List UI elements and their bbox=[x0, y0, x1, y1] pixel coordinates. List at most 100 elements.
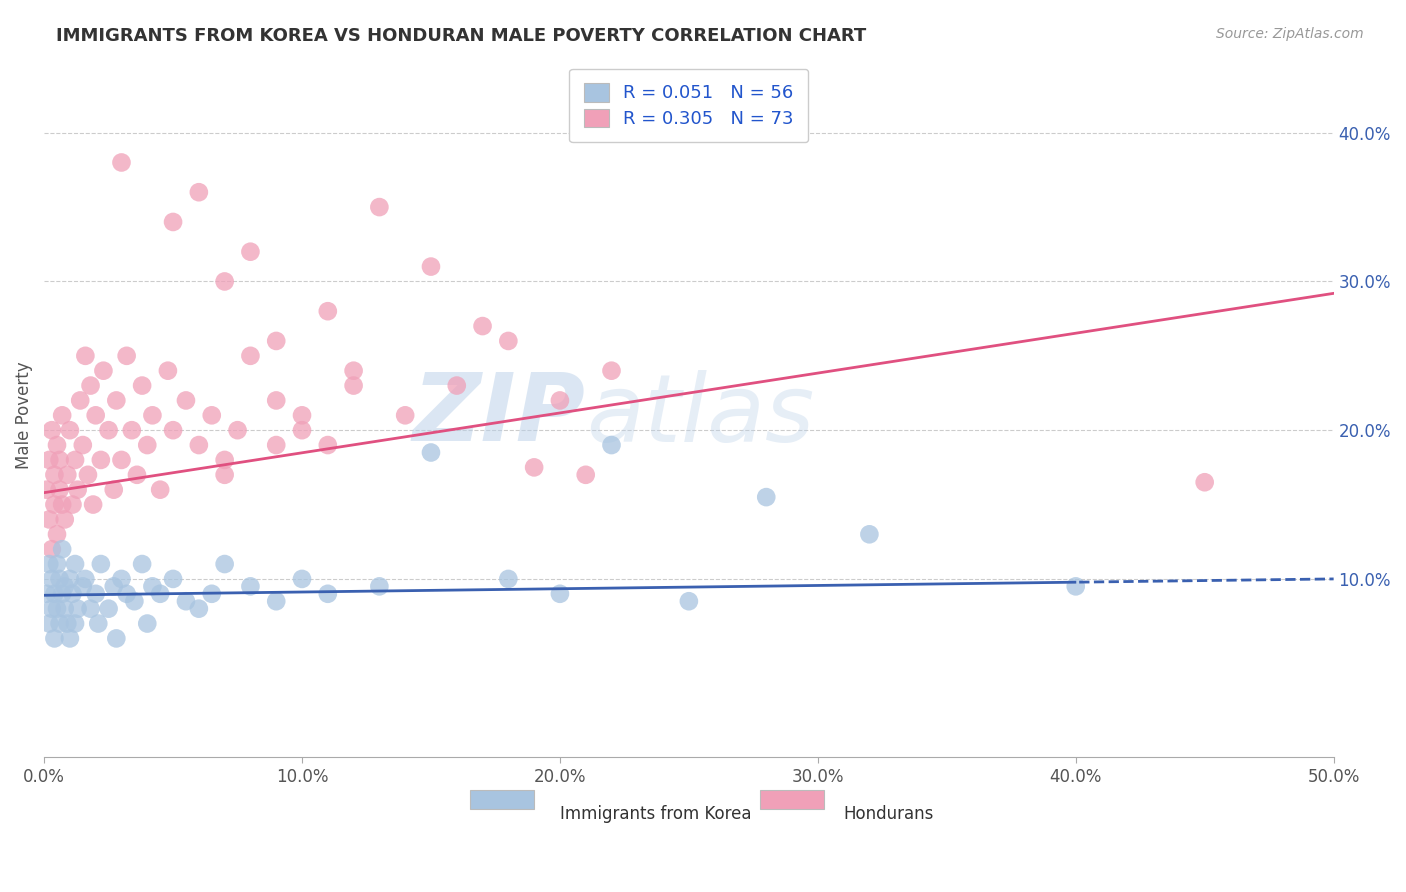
Point bbox=[124, 594, 146, 608]
Point bbox=[46, 601, 69, 615]
Point bbox=[110, 155, 132, 169]
Point bbox=[46, 438, 69, 452]
Point bbox=[82, 498, 104, 512]
Text: ZIP: ZIP bbox=[413, 369, 586, 461]
Point bbox=[239, 349, 262, 363]
Text: Source: ZipAtlas.com: Source: ZipAtlas.com bbox=[1216, 27, 1364, 41]
FancyBboxPatch shape bbox=[470, 789, 534, 809]
Point bbox=[141, 579, 163, 593]
Point bbox=[498, 572, 520, 586]
Point bbox=[53, 512, 76, 526]
Point bbox=[56, 616, 79, 631]
Point bbox=[131, 557, 153, 571]
Point bbox=[103, 579, 125, 593]
Point bbox=[187, 438, 209, 452]
Point bbox=[264, 334, 287, 348]
Point bbox=[41, 601, 63, 615]
Point bbox=[48, 616, 70, 631]
Point bbox=[226, 423, 249, 437]
Point bbox=[79, 601, 101, 615]
Point bbox=[136, 438, 159, 452]
Point bbox=[600, 364, 623, 378]
Point bbox=[1194, 475, 1216, 490]
Point bbox=[69, 393, 91, 408]
Point bbox=[93, 364, 115, 378]
Point bbox=[214, 467, 236, 482]
Point bbox=[51, 587, 73, 601]
Point bbox=[90, 453, 112, 467]
Point bbox=[105, 632, 128, 646]
Point bbox=[136, 616, 159, 631]
Point bbox=[79, 378, 101, 392]
Point bbox=[471, 319, 494, 334]
Point bbox=[239, 244, 262, 259]
Point bbox=[187, 185, 209, 199]
Point bbox=[59, 572, 82, 586]
Point bbox=[600, 438, 623, 452]
Point bbox=[149, 483, 172, 497]
Point bbox=[291, 423, 314, 437]
Point bbox=[59, 423, 82, 437]
Point bbox=[149, 587, 172, 601]
Point bbox=[51, 409, 73, 423]
Point bbox=[420, 260, 443, 274]
Point bbox=[368, 579, 391, 593]
Point bbox=[66, 601, 89, 615]
Point bbox=[53, 579, 76, 593]
Point bbox=[121, 423, 143, 437]
Point bbox=[1064, 579, 1087, 593]
Y-axis label: Male Poverty: Male Poverty bbox=[15, 361, 32, 469]
Point bbox=[75, 572, 97, 586]
Legend: R = 0.051   N = 56, R = 0.305   N = 73: R = 0.051 N = 56, R = 0.305 N = 73 bbox=[569, 69, 808, 143]
Point bbox=[48, 453, 70, 467]
Point bbox=[44, 498, 66, 512]
Point bbox=[41, 423, 63, 437]
Point bbox=[44, 587, 66, 601]
Point bbox=[368, 200, 391, 214]
Point bbox=[46, 527, 69, 541]
Point bbox=[51, 498, 73, 512]
Point bbox=[858, 527, 880, 541]
Point bbox=[105, 393, 128, 408]
Point bbox=[56, 467, 79, 482]
Point bbox=[156, 364, 179, 378]
Point bbox=[523, 460, 546, 475]
Point bbox=[316, 587, 339, 601]
Point bbox=[75, 349, 97, 363]
Point bbox=[44, 632, 66, 646]
Point bbox=[316, 438, 339, 452]
Point bbox=[214, 453, 236, 467]
FancyBboxPatch shape bbox=[759, 789, 824, 809]
Point bbox=[131, 378, 153, 392]
Point bbox=[63, 557, 86, 571]
Point bbox=[162, 215, 184, 229]
Point bbox=[291, 409, 314, 423]
Point bbox=[38, 557, 60, 571]
Point bbox=[342, 378, 364, 392]
Point bbox=[38, 453, 60, 467]
Point bbox=[66, 483, 89, 497]
Point bbox=[77, 467, 100, 482]
Point bbox=[53, 601, 76, 615]
Point bbox=[87, 616, 110, 631]
Point bbox=[446, 378, 468, 392]
Point bbox=[174, 594, 197, 608]
Point bbox=[291, 572, 314, 586]
Point bbox=[38, 616, 60, 631]
Point bbox=[48, 572, 70, 586]
Point bbox=[174, 393, 197, 408]
Text: Hondurans: Hondurans bbox=[844, 805, 934, 823]
Point bbox=[316, 304, 339, 318]
Point bbox=[63, 616, 86, 631]
Point bbox=[201, 587, 224, 601]
Point bbox=[162, 423, 184, 437]
Point bbox=[84, 587, 107, 601]
Point bbox=[548, 393, 571, 408]
Point bbox=[394, 409, 416, 423]
Point bbox=[72, 579, 94, 593]
Point bbox=[59, 632, 82, 646]
Point bbox=[214, 557, 236, 571]
Point bbox=[84, 409, 107, 423]
Point bbox=[115, 349, 138, 363]
Point bbox=[342, 364, 364, 378]
